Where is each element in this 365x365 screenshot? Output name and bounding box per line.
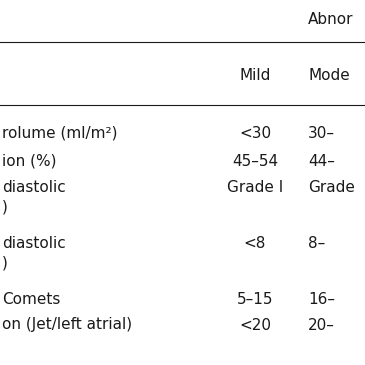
Text: ): ): [2, 200, 8, 215]
Text: ion (%): ion (%): [2, 154, 57, 169]
Text: 5–15: 5–15: [237, 292, 273, 307]
Text: Grade: Grade: [308, 180, 355, 195]
Text: 30–: 30–: [308, 126, 335, 141]
Text: Comets: Comets: [2, 292, 60, 307]
Text: 8–: 8–: [308, 235, 325, 250]
Text: Abnor: Abnor: [308, 12, 353, 27]
Text: Mode: Mode: [308, 68, 350, 82]
Text: diastolic: diastolic: [2, 180, 66, 195]
Text: diastolic: diastolic: [2, 235, 66, 250]
Text: 20–: 20–: [308, 318, 335, 333]
Text: Mild: Mild: [239, 68, 271, 82]
Text: 44–: 44–: [308, 154, 335, 169]
Text: on (Jet/left atrial): on (Jet/left atrial): [2, 318, 132, 333]
Text: <8: <8: [244, 235, 266, 250]
Text: ): ): [2, 255, 8, 270]
Text: 45–54: 45–54: [232, 154, 278, 169]
Text: 16–: 16–: [308, 292, 335, 307]
Text: rolume (ml/m²): rolume (ml/m²): [2, 126, 118, 141]
Text: <30: <30: [239, 126, 271, 141]
Text: <20: <20: [239, 318, 271, 333]
Text: Grade I: Grade I: [227, 180, 283, 195]
